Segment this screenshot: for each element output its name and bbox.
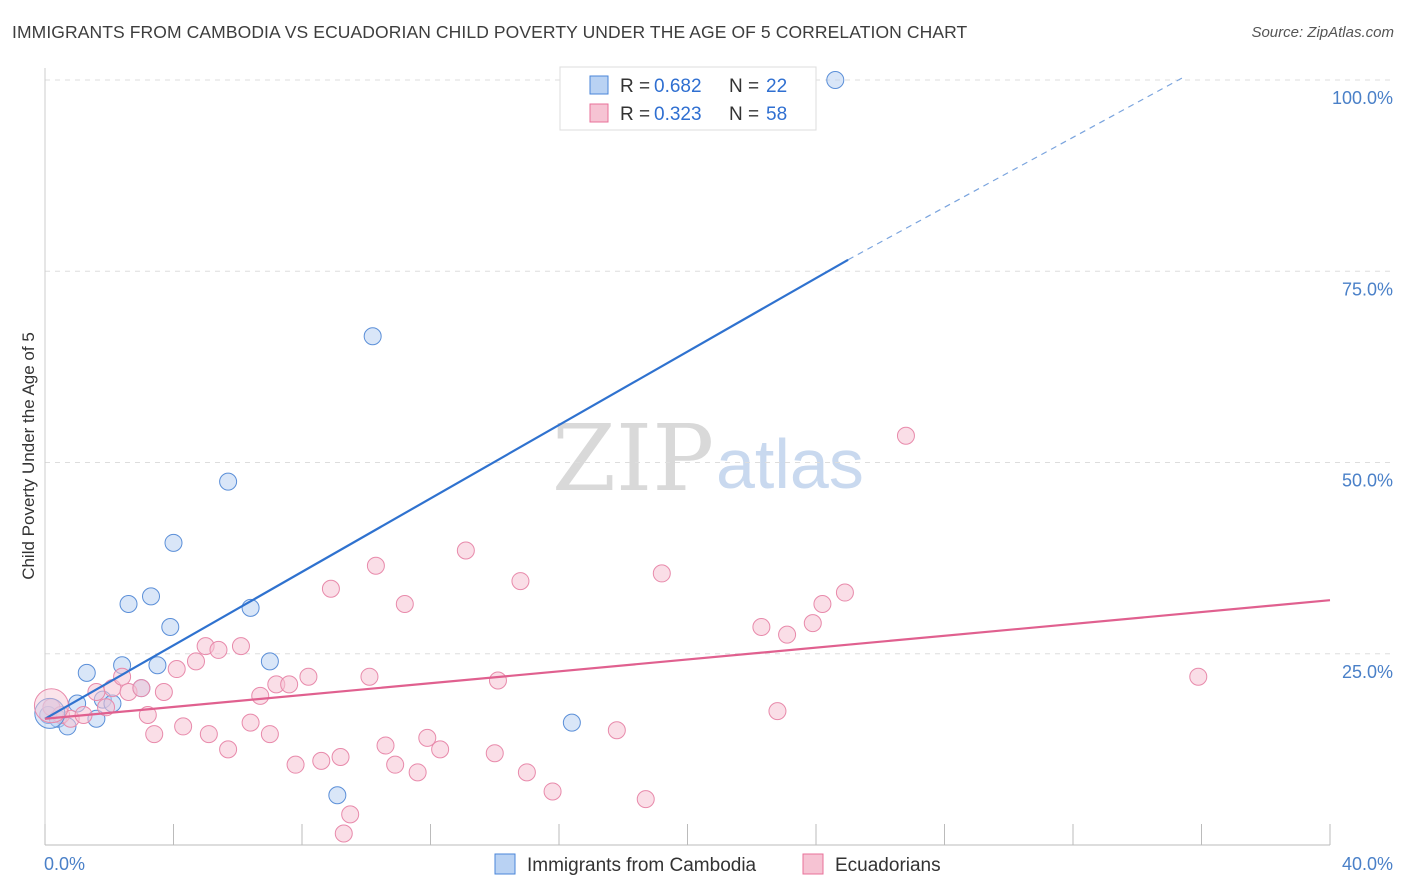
y-tick-labels: 25.0% 50.0% 75.0% 100.0% (1332, 88, 1393, 682)
ecuadorian-point-57 (1189, 667, 1208, 686)
source-credit: Source: ZipAtlas.com (1251, 24, 1394, 41)
ecuadorian-point-19 (219, 740, 238, 759)
axes (44, 68, 1331, 846)
cambodia-trend-extension (847, 75, 1186, 261)
ecuadorian-point-50 (752, 617, 771, 636)
ecuadorian-point-41 (456, 541, 475, 560)
cambodia-point-15 (219, 472, 238, 491)
series-legend-swatch-cambodia (494, 853, 516, 875)
correlation-legend: R = 0.682 N = 22 R = 0.323 N = 58 (559, 66, 817, 131)
cambodia-point-19 (363, 327, 382, 346)
ecuadorian-point-14 (174, 717, 193, 736)
ecuadorian-point-34 (366, 556, 385, 575)
legend-n-label-0: N = (729, 76, 759, 97)
ecuadorian-point-43 (488, 671, 507, 690)
ecuadorian-point-37 (395, 595, 414, 614)
ecuadorian-point-12 (154, 683, 173, 701)
ecuadorian-point-15 (186, 652, 205, 671)
watermark-zip: ZIP (552, 405, 714, 512)
ecuadorian-point-51 (768, 702, 787, 721)
ecuadorian-point-23 (260, 725, 279, 744)
ecuadorian-point-53 (803, 614, 822, 633)
ecuadorian-point-30 (331, 748, 350, 767)
ecuadorian-point-21 (241, 713, 260, 732)
legend-n-value-0: 22 (766, 76, 787, 97)
data-points (33, 71, 1208, 843)
ecuadorian-point-33 (360, 667, 379, 686)
watermark-atlas: atlas (716, 425, 864, 503)
ecuadorian-point-18 (209, 640, 228, 659)
ecuadorian-point-55 (835, 583, 854, 602)
ecuadorian-point-38 (408, 763, 427, 782)
ecuadorian-point-54 (813, 595, 832, 614)
ecuadorian-point-46 (543, 782, 562, 801)
ecuadorian-point-26 (286, 755, 305, 774)
ecuadorian-point-47 (607, 721, 626, 740)
ecuadorian-point-49 (652, 564, 671, 583)
chart-title: IMMIGRANTS FROM CAMBODIA VS ECUADORIAN C… (12, 22, 968, 42)
ecuadorian-point-56 (896, 426, 915, 445)
series-legend-swatch-ecuadorians (802, 853, 824, 875)
x-tick-label-1: 40.0% (1342, 854, 1393, 874)
legend-r-value-1: 0.323 (654, 104, 702, 125)
ecuadorian-point-48 (636, 790, 655, 809)
ecuadorian-trend-line (44, 599, 1331, 720)
legend-swatch-cambodia (589, 75, 609, 95)
ecuadorian-point-22 (251, 686, 270, 705)
ecuadorian-point-45 (517, 763, 536, 782)
cambodia-point-11 (142, 587, 161, 606)
series-legend-label-cambodia: Immigrants from Cambodia (527, 855, 757, 876)
x-tick-label-0: 0.0% (44, 854, 85, 874)
cambodia-point-14 (164, 533, 183, 552)
cambodia-point-18 (328, 786, 347, 805)
ecuadorian-point-5 (97, 698, 116, 717)
series-legend: Immigrants from Cambodia Ecuadorians (494, 853, 941, 876)
ecuadorian-point-28 (312, 751, 331, 770)
legend-n-value-1: 58 (766, 104, 787, 125)
ecuadorian-point-42 (485, 744, 504, 763)
ecuadorian-point-20 (231, 637, 250, 656)
y-tick-label-0: 25.0% (1342, 662, 1393, 682)
ecuadorian-point-29 (321, 579, 340, 598)
ecuadorian-point-36 (386, 755, 405, 774)
ecuadorian-point-9 (132, 679, 151, 698)
cambodia-trend-line (44, 258, 849, 720)
y-axis-label: Child Poverty Under the Age of 5 (19, 332, 38, 580)
ecuadorian-point-40 (431, 740, 450, 759)
ecuadorian-point-39 (418, 728, 437, 747)
ecuadorian-point-44 (511, 572, 530, 591)
ecuadorian-point-32 (334, 824, 353, 843)
ecuadorian-point-17 (199, 725, 218, 744)
gridlines (45, 79, 1393, 655)
legend-r-label-0: R = (620, 76, 650, 97)
cambodia-point-17 (260, 652, 279, 671)
legend-swatch-ecuadorians (589, 103, 609, 123)
legend-r-label-1: R = (620, 104, 650, 125)
trend-lines (44, 75, 1331, 720)
y-tick-label-3: 100.0% (1332, 88, 1393, 108)
ecuadorian-point-52 (778, 625, 797, 644)
x-tick-labels: 0.0% 40.0% (44, 854, 1393, 874)
ecuadorian-point-25 (280, 675, 299, 694)
ecuadorian-point-13 (167, 660, 186, 679)
series-legend-label-ecuadorians: Ecuadorians (835, 855, 941, 876)
legend-n-label-1: N = (729, 104, 759, 125)
watermark: ZIP atlas (552, 405, 864, 512)
cambodia-point-20 (562, 713, 581, 732)
cambodia-point-9 (119, 595, 138, 614)
y-tick-label-2: 75.0% (1342, 279, 1393, 299)
cambodia-point-21 (826, 71, 845, 89)
y-tick-label-1: 50.0% (1342, 471, 1393, 491)
cambodia-point-4 (77, 663, 96, 682)
ecuadorian-point-11 (145, 725, 164, 744)
cambodia-cluster-point (34, 697, 66, 729)
cambodia-point-12 (148, 656, 167, 675)
cambodia-point-13 (161, 617, 180, 636)
ecuadorian-point-35 (376, 736, 395, 755)
ecuadorian-point-31 (341, 805, 360, 824)
legend-r-value-0: 0.682 (654, 76, 702, 97)
ecuadorian-point-27 (299, 667, 318, 686)
